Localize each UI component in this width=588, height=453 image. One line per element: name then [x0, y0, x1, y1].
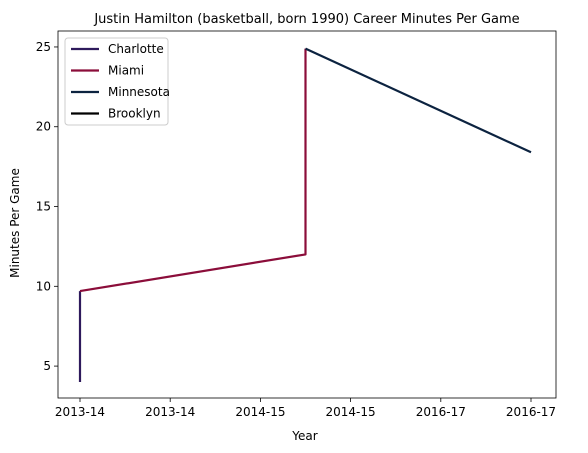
y-tick-label: 5 — [43, 359, 51, 373]
x-tick-label: 2014-15 — [326, 405, 376, 419]
x-tick-label: 2016-17 — [416, 405, 466, 419]
x-tick-label: 2013-14 — [145, 405, 195, 419]
y-tick-label: 15 — [36, 200, 51, 214]
y-tick-label: 20 — [36, 120, 51, 134]
series-layer — [78, 47, 532, 382]
legend-label: Miami — [108, 64, 144, 78]
x-axis-label: Year — [291, 429, 317, 443]
legend-label: Brooklyn — [108, 107, 161, 121]
y-tick-label: 10 — [36, 279, 51, 293]
legend-label: Charlotte — [108, 42, 164, 56]
y-axis-label: Minutes Per Game — [8, 168, 22, 278]
x-tick-label: 2016-17 — [506, 405, 556, 419]
legend-box — [64, 37, 169, 126]
x-axis: 2013-14 2013-14 2014-15 2014-15 2016-17 2016-… — [55, 398, 556, 419]
plot-area — [57, 30, 557, 399]
legend: Charlotte Miami Minnesota Brooklyn — [64, 37, 170, 126]
series-line-minnesota — [305, 47, 532, 154]
x-tick-label: 2013-14 — [55, 405, 105, 419]
y-tick-label: 25 — [36, 40, 51, 54]
x-tick-label: 2014-15 — [235, 405, 285, 419]
y-axis: 5 10 15 20 25 — [36, 40, 58, 373]
chart-title: Justin Hamilton (basketball, born 1990) … — [93, 12, 519, 27]
legend-label: Minnesota — [108, 85, 170, 99]
series-line-miami — [79, 48, 307, 293]
